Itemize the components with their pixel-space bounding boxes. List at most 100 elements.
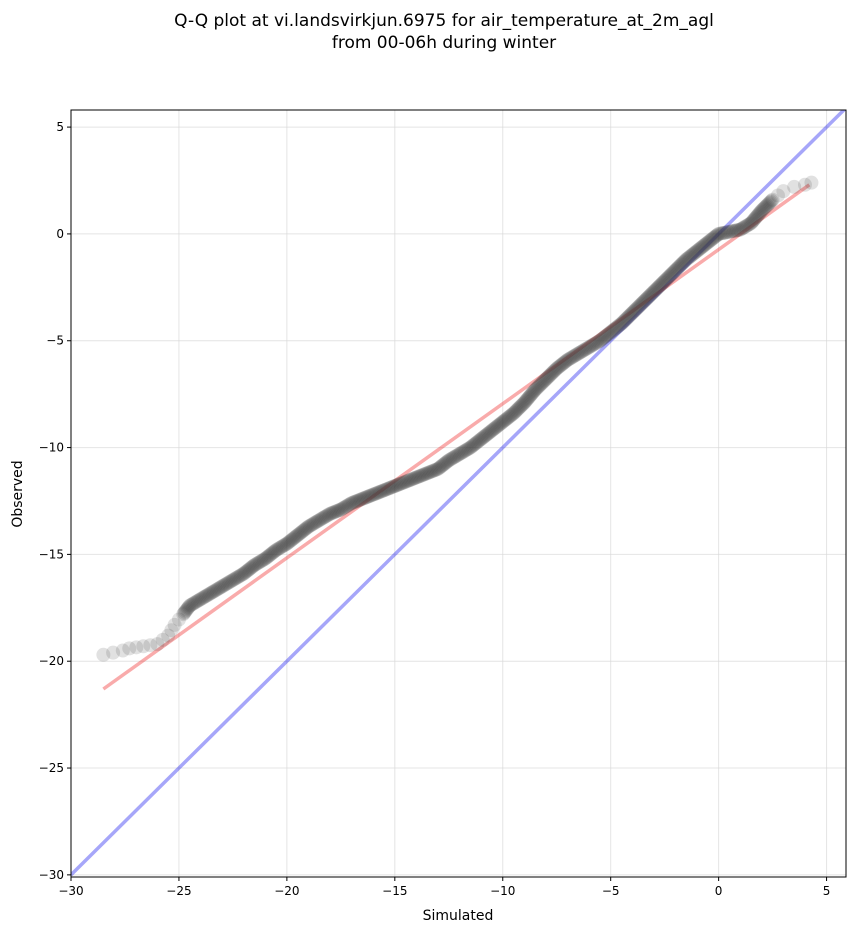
x-tick-label: −20 — [274, 884, 299, 898]
quantile-point — [559, 353, 574, 368]
quantile-point — [273, 540, 288, 555]
quantile-point — [713, 226, 728, 241]
quantile-point — [235, 567, 250, 582]
quantile-point — [339, 499, 354, 514]
quantile-point — [519, 393, 534, 408]
quantile-point — [216, 578, 231, 593]
quantile-point — [764, 193, 779, 208]
y-tick-label: 0 — [56, 227, 64, 241]
quantile-point — [289, 529, 304, 544]
quantile-point — [410, 469, 425, 484]
quantile-point — [348, 494, 363, 509]
quantile-point — [754, 203, 769, 218]
quantile-point — [586, 337, 601, 352]
quantile-point — [728, 223, 743, 238]
quantile-point — [761, 197, 776, 212]
quantile-point — [472, 432, 487, 447]
quantile-point — [685, 247, 700, 262]
quantile-point — [590, 335, 605, 350]
quantile-point — [246, 559, 261, 574]
quantile-point — [236, 566, 251, 581]
quantile-point — [545, 365, 560, 380]
quantile-point — [178, 604, 193, 619]
quantile-point — [697, 238, 712, 253]
quantile-point — [748, 210, 763, 225]
quantile-point — [464, 439, 479, 454]
x-axis-ticks: −30 −25 −20 −15 −10 −5 0 5 — [58, 877, 830, 898]
quantile-point — [327, 505, 342, 520]
quantile-point — [347, 495, 362, 510]
quantile-point — [387, 479, 402, 494]
quantile-point — [167, 617, 182, 632]
quantile-point — [317, 510, 332, 525]
quantile-point — [197, 589, 212, 604]
quantile-point — [533, 377, 548, 392]
quantile-point — [734, 221, 749, 236]
quantile-point — [389, 478, 404, 493]
quantile-point — [439, 455, 454, 470]
quantile-point — [538, 372, 553, 387]
quantile-point — [619, 311, 634, 326]
quantile-point — [572, 345, 587, 360]
quantile-point — [296, 523, 311, 538]
quantile-point — [530, 380, 545, 395]
quantile-point — [523, 388, 538, 403]
quantile-point — [463, 440, 478, 455]
quantile-point — [182, 598, 197, 613]
quantile-point — [744, 216, 759, 231]
quantile-point — [617, 313, 632, 328]
quantile-point — [180, 601, 195, 616]
quantile-point — [359, 490, 374, 505]
quantile-point — [351, 493, 366, 508]
quantile-point — [630, 300, 645, 315]
quantile-point — [304, 518, 319, 533]
quantile-point — [372, 484, 387, 499]
quantile-point — [765, 192, 780, 207]
quantile-point — [456, 444, 471, 459]
quantile-point — [755, 202, 770, 217]
quantile-point — [575, 344, 590, 359]
quantile-point — [417, 467, 432, 482]
quantile-point — [106, 645, 121, 660]
quantile-point — [681, 250, 696, 265]
linear-fit-line — [102, 183, 811, 691]
quantile-point — [703, 233, 718, 248]
quantile-point — [287, 531, 302, 546]
quantile-point — [763, 194, 778, 209]
quantile-point — [797, 177, 812, 192]
quantile-point — [750, 208, 765, 223]
quantile-point — [356, 491, 371, 506]
quantile-point — [629, 301, 644, 316]
quantile-point — [122, 641, 137, 656]
quantile-point — [319, 509, 334, 524]
quantile-point — [543, 367, 558, 382]
quantile-point — [700, 235, 715, 250]
quantile-point — [414, 468, 429, 483]
quantile-point — [480, 427, 495, 442]
quantile-point — [378, 482, 393, 497]
quantile-point — [352, 492, 367, 507]
quantile-point — [198, 589, 213, 604]
quantile-point — [421, 465, 436, 480]
quantile-point — [441, 453, 456, 468]
chart-title: Q-Q plot at vi.landsvirkjun.6975 for air… — [174, 11, 714, 31]
quantile-point — [624, 307, 639, 322]
quantile-point — [578, 342, 593, 357]
quantile-point — [379, 482, 394, 497]
quantile-point — [227, 572, 242, 587]
quantile-point — [554, 357, 569, 372]
quantile-point — [314, 511, 329, 526]
quantile-point — [628, 302, 643, 317]
quantile-point — [466, 437, 481, 452]
quantile-point — [622, 309, 637, 324]
fit-line-group — [102, 183, 811, 691]
quantile-point — [762, 195, 777, 210]
quantile-point — [733, 222, 748, 237]
y-tick-label: −25 — [39, 761, 64, 775]
quantile-point — [714, 226, 729, 241]
quantile-point — [430, 461, 445, 476]
quantile-points — [96, 175, 819, 662]
quantile-point — [294, 525, 309, 540]
quantile-point — [429, 462, 444, 477]
quantile-point — [239, 564, 254, 579]
